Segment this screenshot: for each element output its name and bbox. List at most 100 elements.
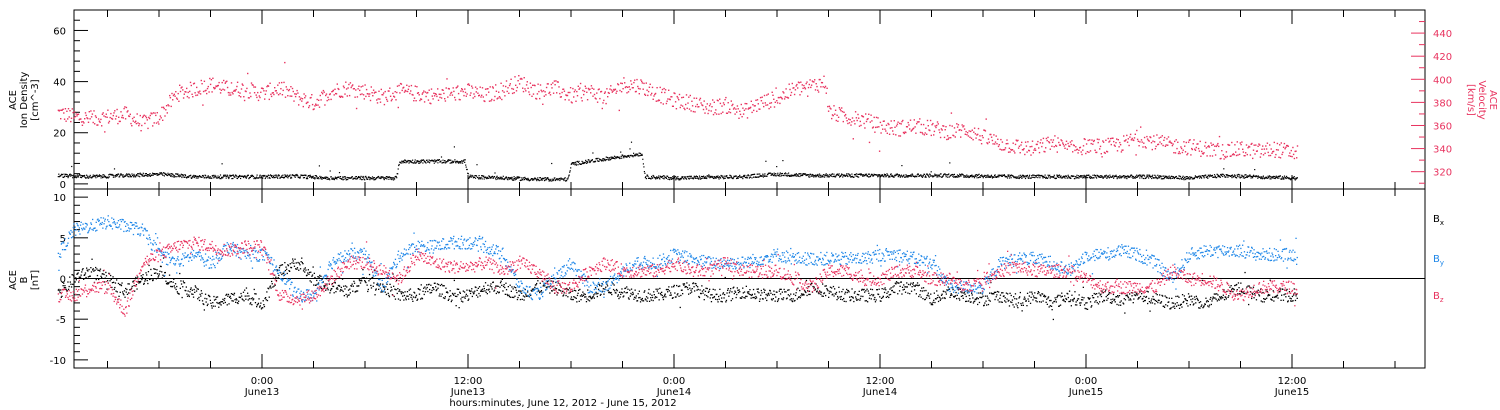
bx-point bbox=[64, 287, 67, 289]
density-point bbox=[224, 174, 226, 176]
density-point bbox=[969, 175, 971, 177]
density-point bbox=[527, 178, 530, 181]
velocity-point bbox=[490, 100, 492, 102]
velocity-point bbox=[820, 86, 822, 88]
density-point bbox=[1055, 177, 1057, 179]
bx-point bbox=[289, 270, 291, 272]
bx-point bbox=[361, 280, 363, 282]
density-point bbox=[488, 175, 490, 177]
density-point bbox=[71, 165, 73, 168]
bx-point bbox=[424, 291, 427, 293]
velocity-point bbox=[1114, 145, 1116, 147]
density-point bbox=[1010, 177, 1012, 179]
density-point bbox=[1203, 176, 1205, 178]
density-point bbox=[575, 163, 577, 165]
bx-point bbox=[448, 295, 451, 298]
density-point bbox=[1219, 176, 1221, 178]
density-point bbox=[715, 175, 718, 177]
density-point bbox=[606, 159, 608, 161]
density-point bbox=[868, 173, 870, 175]
velocity-point bbox=[369, 99, 372, 102]
density-point bbox=[311, 176, 313, 178]
density-point bbox=[825, 173, 827, 175]
density-point bbox=[543, 178, 545, 180]
density-point bbox=[128, 174, 130, 176]
velocity-point bbox=[505, 80, 508, 82]
bx-point bbox=[189, 288, 192, 291]
density-point bbox=[1206, 176, 1208, 179]
velocity-point bbox=[1276, 142, 1279, 145]
velocity-point bbox=[135, 122, 138, 125]
velocity-point bbox=[682, 96, 685, 98]
density-point bbox=[70, 174, 72, 176]
density-point bbox=[184, 174, 187, 177]
velocity-point bbox=[1106, 151, 1109, 153]
density-point bbox=[1115, 174, 1117, 176]
density-point bbox=[449, 162, 451, 164]
velocity-point bbox=[1038, 147, 1040, 149]
density-point bbox=[96, 174, 98, 176]
velocity-point bbox=[854, 111, 857, 113]
velocity-point bbox=[641, 82, 644, 84]
density-point bbox=[1180, 177, 1183, 179]
bx-point bbox=[506, 293, 508, 296]
density-point bbox=[570, 163, 572, 165]
bx-point bbox=[515, 289, 517, 291]
velocity-point bbox=[354, 96, 356, 98]
density-point bbox=[976, 174, 978, 176]
density-point bbox=[686, 178, 688, 180]
density-point bbox=[670, 177, 672, 179]
density-point bbox=[1229, 175, 1231, 177]
velocity-point bbox=[1073, 144, 1075, 147]
density-point bbox=[750, 174, 753, 176]
density-point bbox=[842, 176, 844, 178]
density-point bbox=[1082, 175, 1084, 177]
velocity-point bbox=[872, 126, 875, 128]
velocity-point bbox=[1272, 150, 1275, 153]
velocity-point bbox=[626, 92, 628, 94]
velocity-point bbox=[270, 93, 272, 96]
velocity-point bbox=[251, 84, 253, 86]
bx-point bbox=[389, 283, 391, 285]
bx-point bbox=[252, 299, 254, 301]
velocity-point bbox=[986, 142, 988, 144]
velocity-point bbox=[127, 110, 129, 112]
bx-point bbox=[305, 269, 307, 271]
velocity-point bbox=[1056, 151, 1058, 153]
velocity-point bbox=[217, 84, 219, 87]
bx-point bbox=[203, 309, 205, 311]
density-point bbox=[714, 176, 717, 178]
velocity-point bbox=[162, 106, 165, 108]
bx-point bbox=[299, 264, 301, 266]
velocity-point bbox=[172, 94, 175, 97]
density-point bbox=[632, 156, 634, 158]
velocity-point bbox=[1194, 148, 1196, 150]
velocity-point bbox=[647, 90, 650, 93]
bx-point bbox=[504, 286, 506, 289]
density-point bbox=[1233, 176, 1235, 178]
velocity-point bbox=[1129, 136, 1131, 138]
density-point bbox=[537, 177, 539, 179]
velocity-point bbox=[215, 85, 217, 87]
density-point bbox=[319, 175, 321, 177]
density-point bbox=[481, 178, 483, 180]
density-point bbox=[793, 174, 795, 176]
bx-point bbox=[128, 292, 130, 294]
velocity-point bbox=[1024, 141, 1027, 143]
density-point bbox=[315, 177, 317, 179]
bx-point bbox=[508, 294, 510, 296]
density-point bbox=[1058, 175, 1060, 177]
density-point bbox=[511, 176, 513, 178]
bx-point bbox=[390, 290, 392, 292]
velocity-point bbox=[706, 103, 708, 105]
density-point bbox=[521, 177, 523, 179]
density-point bbox=[209, 177, 211, 179]
density-point bbox=[475, 175, 478, 177]
velocity-point bbox=[923, 134, 926, 136]
velocity-point bbox=[1065, 140, 1068, 142]
velocity-point bbox=[182, 89, 184, 91]
velocity-point bbox=[550, 83, 552, 86]
velocity-point bbox=[246, 87, 248, 90]
velocity-point bbox=[192, 83, 195, 85]
density-point bbox=[316, 176, 318, 178]
